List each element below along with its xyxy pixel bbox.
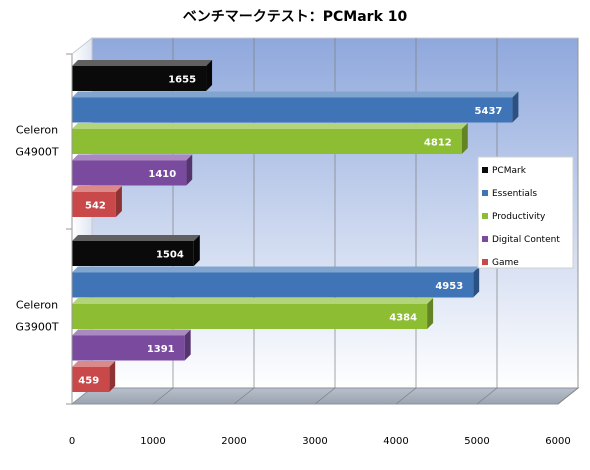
bar <box>72 192 116 217</box>
bar <box>72 304 428 329</box>
data-label: 1504 <box>156 250 184 261</box>
bar-top <box>72 60 213 66</box>
gridline-floor <box>557 387 579 405</box>
x-tick-label: 2000 <box>221 436 246 447</box>
bar-end <box>115 186 122 217</box>
legend-label: Essentials <box>492 189 537 199</box>
chart-title: ベンチマークテスト：PCMark 10 <box>182 9 408 25</box>
gridline-floor <box>476 387 498 405</box>
bar-top <box>72 91 519 98</box>
bar <box>72 160 187 186</box>
bar-top <box>72 329 191 336</box>
bar-end <box>186 154 193 186</box>
bar <box>72 97 513 123</box>
bar <box>72 66 207 91</box>
category-label: Celeron <box>16 124 58 137</box>
legend: PCMark Essentials Productivity Digital Cont… <box>477 156 574 269</box>
category-label: G4900T <box>15 146 59 159</box>
bar <box>72 129 462 154</box>
axes: Celeron G4900T Celeron G3900T 0 1000 2000 3000 4… <box>15 53 571 447</box>
data-label: 4953 <box>435 281 463 292</box>
legend-box <box>477 156 574 269</box>
data-label: 542 <box>85 201 106 212</box>
data-label: 1410 <box>148 169 176 180</box>
data-label: 459 <box>78 376 99 387</box>
bar-top <box>72 186 122 192</box>
x-tick-label: 0 <box>69 436 75 447</box>
bars: 1655 5437 4812 1410 542 1504 4953 4384 1391 459 <box>72 60 519 392</box>
x-tick-label: 6000 <box>545 436 570 447</box>
x-tick-label: 5000 <box>464 436 489 447</box>
x-tick-label: 4000 <box>383 436 408 447</box>
legend-swatch <box>482 259 488 265</box>
legend-swatch <box>482 213 488 219</box>
bar-top <box>72 298 434 304</box>
bar-end <box>206 60 213 91</box>
legend-swatch <box>482 190 488 196</box>
bar-end <box>193 235 200 266</box>
gridline-floor <box>152 387 174 405</box>
bar-end <box>109 361 116 392</box>
legend-label: Productivity <box>492 212 546 222</box>
gridline-floor <box>395 387 417 405</box>
bar-end <box>184 329 191 361</box>
bar <box>72 241 194 266</box>
gridline-floor <box>314 387 336 405</box>
legend-swatch <box>482 167 488 173</box>
x-tick-label: 3000 <box>302 436 327 447</box>
data-label: 1391 <box>147 344 175 355</box>
gridline-floor <box>233 387 255 405</box>
legend-swatch <box>482 236 488 242</box>
x-tick-label: 1000 <box>140 436 165 447</box>
bar-top <box>72 235 200 241</box>
category-label: Celeron <box>16 299 58 312</box>
bar <box>72 367 110 392</box>
bar-top <box>72 154 193 161</box>
data-label: 1655 <box>168 75 196 86</box>
legend-label: Game <box>492 258 519 268</box>
bar-end <box>473 266 480 298</box>
bar-end <box>512 91 519 123</box>
bar-top <box>72 266 480 273</box>
data-label: 4812 <box>424 138 452 149</box>
bar-top <box>72 361 116 367</box>
bar-end <box>427 298 434 329</box>
legend-label: Digital Content <box>492 235 560 245</box>
legend-label: PCMark <box>492 166 527 176</box>
category-label: G3900T <box>15 321 59 334</box>
bar-top <box>72 123 468 129</box>
bar-end <box>461 123 468 154</box>
bar <box>72 272 474 298</box>
bar <box>72 335 185 361</box>
data-label: 5437 <box>475 106 503 117</box>
data-label: 4384 <box>389 313 417 324</box>
